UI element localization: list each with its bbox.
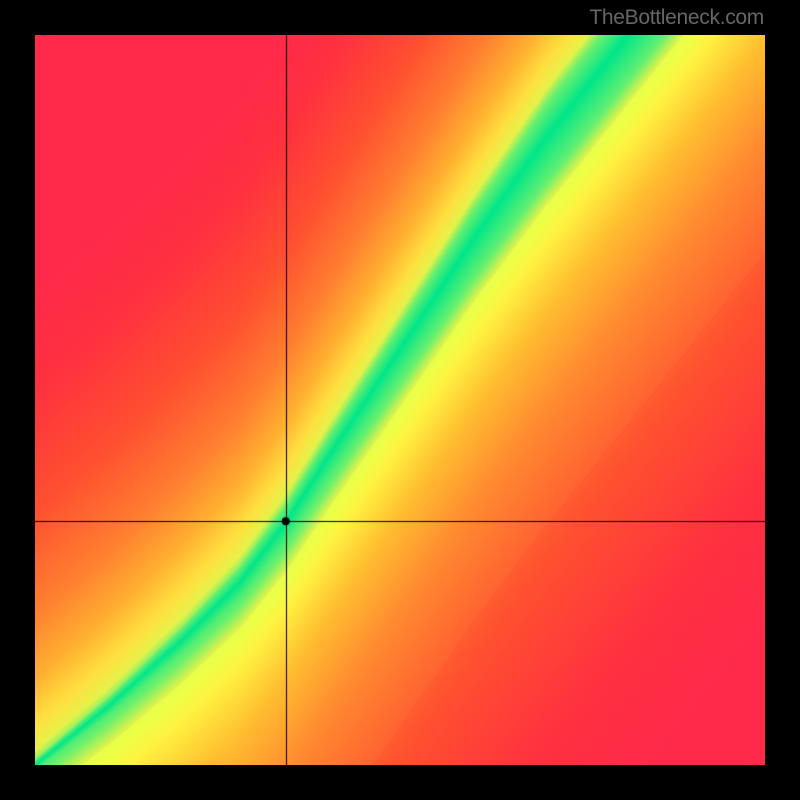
bottleneck-heatmap [35,35,765,765]
heatmap-canvas [35,35,765,765]
site-watermark: TheBottleneck.com [589,6,764,30]
